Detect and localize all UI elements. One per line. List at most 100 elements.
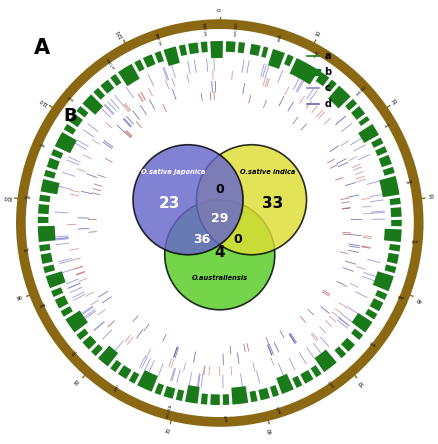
Text: matK: matK: [314, 50, 321, 59]
Text: 33: 33: [262, 196, 283, 210]
Polygon shape: [39, 194, 50, 202]
Polygon shape: [51, 149, 63, 159]
Text: trnF-GAA: trnF-GAA: [204, 22, 208, 36]
Polygon shape: [250, 391, 258, 402]
Polygon shape: [39, 244, 50, 251]
Text: 50: 50: [357, 379, 365, 387]
Polygon shape: [38, 217, 49, 223]
Polygon shape: [276, 374, 294, 394]
Polygon shape: [43, 265, 55, 273]
Polygon shape: [41, 253, 53, 264]
Polygon shape: [358, 124, 379, 143]
Polygon shape: [129, 372, 139, 384]
Polygon shape: [210, 394, 220, 405]
Polygon shape: [226, 41, 236, 52]
Polygon shape: [143, 54, 155, 67]
Polygon shape: [137, 370, 158, 392]
Text: 80: 80: [74, 379, 82, 387]
Circle shape: [133, 145, 243, 255]
Polygon shape: [76, 106, 88, 118]
Polygon shape: [391, 220, 402, 226]
Polygon shape: [258, 388, 270, 400]
Text: 36: 36: [193, 234, 210, 246]
Polygon shape: [231, 386, 248, 404]
Polygon shape: [93, 88, 105, 100]
Text: 10: 10: [315, 30, 323, 38]
Text: rps4: rps4: [67, 94, 74, 102]
Polygon shape: [223, 394, 230, 405]
Polygon shape: [352, 313, 372, 333]
Text: rbcL: rbcL: [385, 123, 392, 129]
Polygon shape: [47, 158, 60, 170]
Polygon shape: [325, 79, 337, 92]
Text: rpoC1: rpoC1: [277, 404, 283, 413]
Polygon shape: [300, 370, 314, 384]
Polygon shape: [383, 167, 395, 176]
Polygon shape: [76, 329, 88, 340]
Polygon shape: [44, 170, 56, 178]
Polygon shape: [314, 349, 337, 372]
Text: psbA: psbA: [277, 34, 283, 42]
Polygon shape: [311, 365, 321, 377]
Polygon shape: [55, 295, 68, 309]
Text: 4: 4: [215, 245, 225, 260]
Circle shape: [98, 102, 341, 345]
Polygon shape: [65, 310, 88, 333]
Polygon shape: [328, 86, 351, 108]
Polygon shape: [379, 155, 392, 167]
Text: 20: 20: [392, 98, 399, 106]
Text: trnL-UAA: trnL-UAA: [155, 31, 163, 45]
Polygon shape: [261, 47, 268, 58]
Polygon shape: [335, 346, 346, 358]
Text: 60: 60: [268, 427, 274, 434]
Polygon shape: [290, 58, 319, 85]
Text: rpoB: rpoB: [224, 414, 229, 421]
Text: 30: 30: [428, 194, 435, 200]
Text: 0: 0: [215, 182, 224, 196]
Polygon shape: [118, 64, 140, 86]
Polygon shape: [163, 386, 175, 399]
Polygon shape: [100, 79, 114, 94]
Polygon shape: [292, 376, 302, 388]
Text: 70: 70: [166, 427, 172, 434]
Polygon shape: [316, 72, 329, 86]
Text: psbB: psbB: [396, 293, 404, 299]
Polygon shape: [351, 329, 363, 340]
Polygon shape: [82, 94, 103, 115]
Polygon shape: [384, 229, 402, 242]
Text: petB: petB: [410, 238, 417, 242]
Text: A: A: [34, 38, 49, 58]
Polygon shape: [155, 383, 164, 395]
Polygon shape: [110, 74, 121, 86]
Polygon shape: [270, 385, 279, 397]
Polygon shape: [134, 59, 145, 71]
Text: trnT-UGU: trnT-UGU: [106, 55, 117, 68]
Polygon shape: [69, 114, 83, 127]
Text: 90: 90: [16, 295, 24, 302]
Polygon shape: [365, 309, 378, 319]
Polygon shape: [201, 393, 208, 404]
Polygon shape: [371, 138, 383, 148]
Text: b: b: [324, 67, 332, 77]
Polygon shape: [118, 365, 131, 379]
Text: O.sativa japonica: O.sativa japonica: [141, 169, 205, 175]
Polygon shape: [163, 47, 180, 66]
Polygon shape: [375, 290, 387, 300]
Polygon shape: [389, 244, 400, 251]
Text: a: a: [324, 51, 331, 61]
Text: trnH-GUG: trnH-GUG: [234, 22, 239, 36]
Polygon shape: [41, 179, 60, 194]
Polygon shape: [155, 51, 164, 63]
Text: 0: 0: [233, 234, 242, 246]
Text: 40: 40: [416, 295, 424, 302]
Text: atpA: atpA: [39, 302, 47, 309]
Polygon shape: [201, 41, 208, 52]
Text: 120: 120: [116, 28, 125, 39]
Polygon shape: [358, 116, 370, 126]
Polygon shape: [370, 298, 383, 311]
Text: atpI: atpI: [39, 141, 46, 147]
Polygon shape: [51, 287, 63, 297]
Polygon shape: [351, 106, 365, 120]
Polygon shape: [185, 385, 200, 404]
Circle shape: [197, 145, 307, 255]
